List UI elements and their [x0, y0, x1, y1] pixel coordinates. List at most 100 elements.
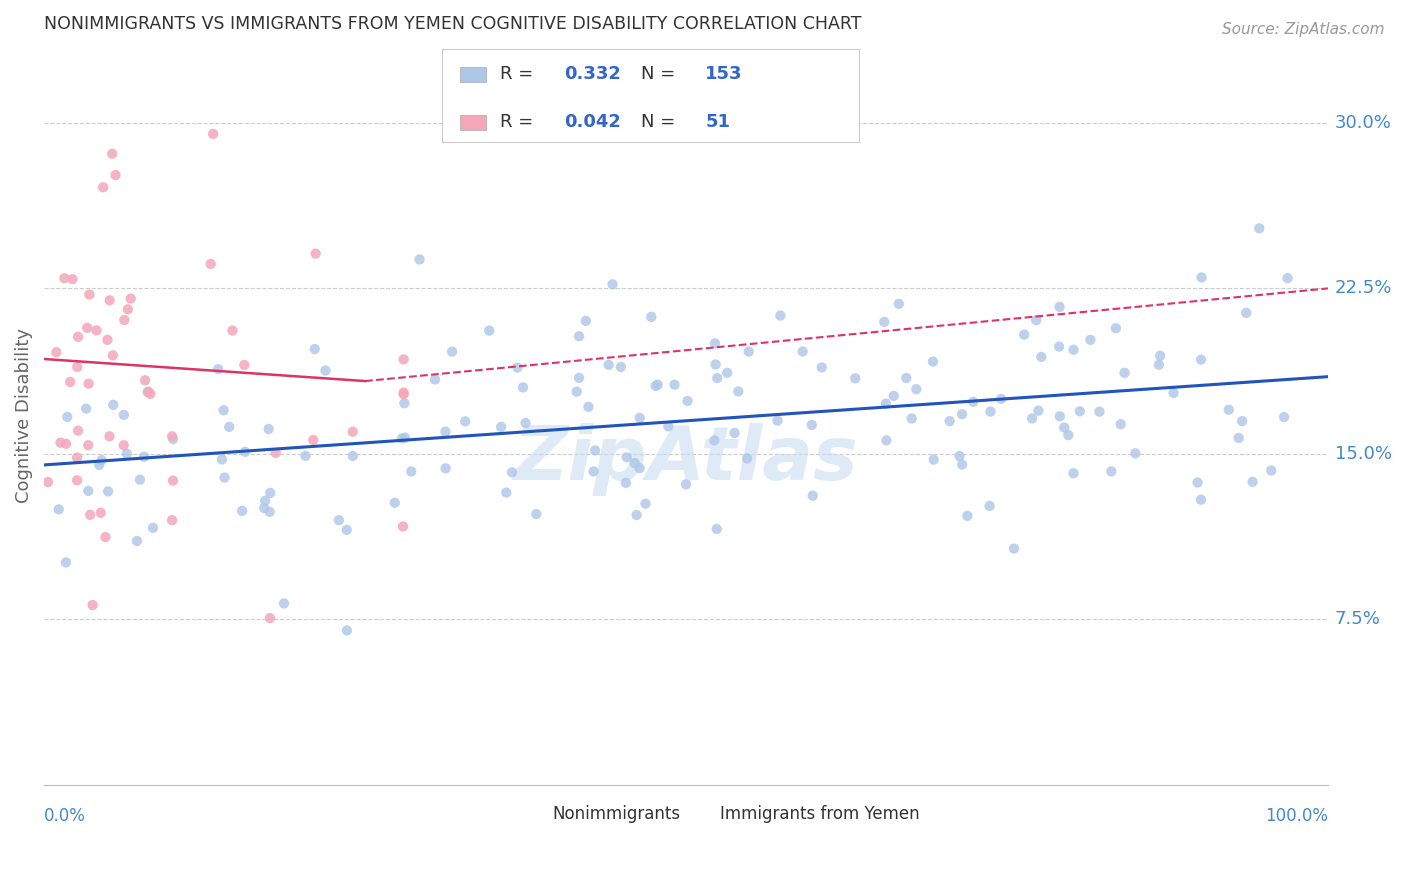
Text: Immigrants from Yemen: Immigrants from Yemen [720, 805, 920, 823]
Point [200, 257, 222, 271]
Point [727, 384, 749, 399]
Point [598, 358, 620, 372]
Point [75, 401, 97, 416]
Point [769, 309, 792, 323]
Point [136, 385, 159, 400]
Point [938, 414, 960, 428]
Point [101, 146, 124, 161]
Point [1099, 464, 1122, 478]
FancyBboxPatch shape [441, 49, 859, 142]
Point [253, 501, 276, 516]
Text: NONIMMIGRANTS VS IMMIGRANTS FROM YEMEN COGNITIVE DISABILITY CORRELATION CHART: NONIMMIGRANTS VS IMMIGRANTS FROM YEMEN C… [44, 15, 862, 33]
Point [264, 446, 287, 460]
Point [1125, 446, 1147, 460]
Point [628, 410, 651, 425]
Point [735, 451, 758, 466]
Point [454, 414, 477, 428]
Point [578, 400, 600, 414]
Point [90, 453, 112, 467]
Point [434, 425, 457, 439]
FancyBboxPatch shape [685, 806, 713, 822]
Point [844, 371, 866, 385]
Point [1057, 428, 1080, 442]
Point [1002, 541, 1025, 556]
Point [676, 394, 699, 409]
Point [162, 432, 184, 446]
Point [384, 496, 406, 510]
Point [132, 450, 155, 464]
Point [626, 508, 648, 522]
Point [1249, 221, 1271, 235]
Point [887, 297, 910, 311]
Point [328, 513, 350, 527]
Point [1025, 313, 1047, 327]
Point [392, 387, 415, 401]
Point [801, 489, 824, 503]
Point [391, 431, 413, 445]
Text: 51: 51 [706, 112, 730, 131]
Point [214, 470, 236, 484]
Point [1063, 343, 1085, 357]
Point [112, 408, 135, 422]
Point [399, 465, 422, 479]
Point [1069, 404, 1091, 418]
Point [628, 461, 651, 475]
Point [89, 458, 111, 472]
Point [160, 513, 183, 527]
Point [1047, 340, 1070, 354]
Point [1031, 350, 1053, 364]
Point [125, 534, 148, 549]
Point [962, 394, 984, 409]
Point [664, 377, 686, 392]
Text: 0.042: 0.042 [564, 112, 621, 131]
Point [610, 359, 633, 374]
Point [875, 396, 897, 410]
Point [142, 521, 165, 535]
Point [139, 387, 162, 401]
Point [91, 180, 114, 194]
Text: 0.332: 0.332 [564, 65, 621, 83]
Point [738, 344, 761, 359]
Point [515, 416, 537, 430]
Point [259, 486, 281, 500]
Point [1147, 358, 1170, 372]
Y-axis label: Cognitive Disability: Cognitive Disability [15, 327, 32, 503]
Point [392, 352, 415, 367]
Point [134, 373, 156, 387]
Point [716, 366, 738, 380]
Point [1049, 409, 1071, 424]
Point [207, 362, 229, 376]
Point [98, 429, 121, 443]
Point [922, 452, 945, 467]
Text: Source: ZipAtlas.com: Source: ZipAtlas.com [1222, 22, 1385, 37]
Point [394, 396, 416, 410]
Point [67, 330, 90, 344]
Point [495, 485, 517, 500]
Point [97, 484, 120, 499]
Point [273, 597, 295, 611]
Point [96, 333, 118, 347]
Point [77, 483, 100, 498]
Point [441, 344, 464, 359]
Point [231, 504, 253, 518]
Point [394, 431, 416, 445]
Point [66, 424, 89, 438]
Text: 30.0%: 30.0% [1334, 114, 1392, 132]
Point [392, 519, 415, 533]
Point [423, 372, 446, 386]
Text: 0.0%: 0.0% [44, 807, 86, 825]
Point [259, 611, 281, 625]
Point [922, 354, 945, 368]
Point [101, 348, 124, 362]
FancyBboxPatch shape [517, 806, 546, 822]
Point [875, 434, 897, 448]
Point [392, 385, 415, 400]
Point [602, 277, 624, 292]
Point [979, 499, 1001, 513]
Point [706, 371, 728, 385]
Point [800, 417, 823, 432]
Point [506, 360, 529, 375]
Point [1105, 321, 1128, 335]
Point [304, 246, 326, 260]
Point [873, 315, 896, 329]
